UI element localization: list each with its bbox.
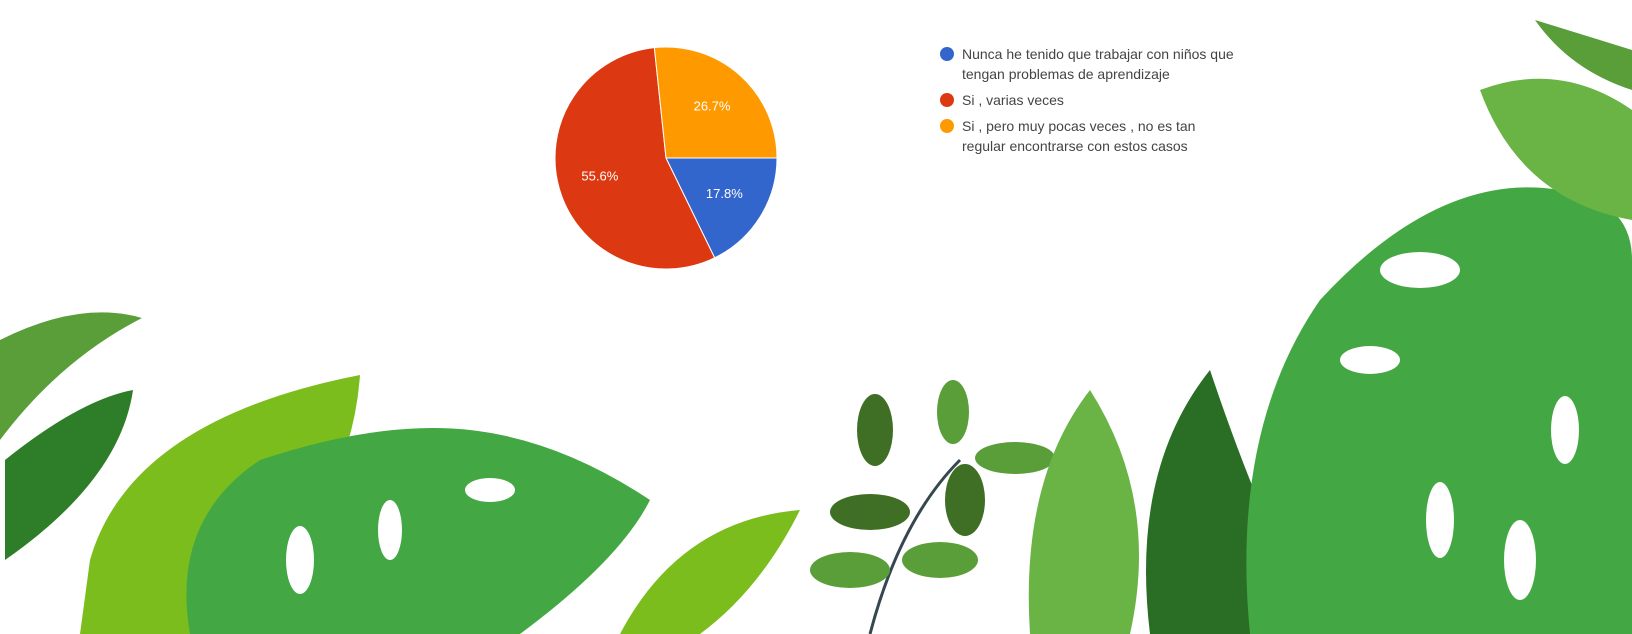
legend-label: Si , varias veces <box>962 92 1064 108</box>
legend-item: Si , varias veces <box>940 90 1240 110</box>
legend-item: Nunca he tenido que trabajar con niños q… <box>940 44 1240 84</box>
leaves <box>0 20 1632 634</box>
pie-slice <box>653 46 778 159</box>
legend-label: Nunca he tenido que trabajar con niños q… <box>962 46 1234 82</box>
slice-label: 55.6% <box>581 168 618 183</box>
pie-slice <box>554 47 716 270</box>
legend-swatch <box>940 93 954 107</box>
legend-swatch <box>940 119 954 133</box>
legend-label: Si , pero muy pocas veces , no es tan re… <box>962 118 1196 154</box>
legend-item: Si , pero muy pocas veces , no es tan re… <box>940 116 1240 156</box>
slice-label: 26.7% <box>694 98 731 113</box>
pie-slice <box>665 157 778 259</box>
legend: Nunca he tenido que trabajar con niños q… <box>940 44 1240 162</box>
legend-swatch <box>940 47 954 61</box>
slice-label: 17.8% <box>706 186 743 201</box>
